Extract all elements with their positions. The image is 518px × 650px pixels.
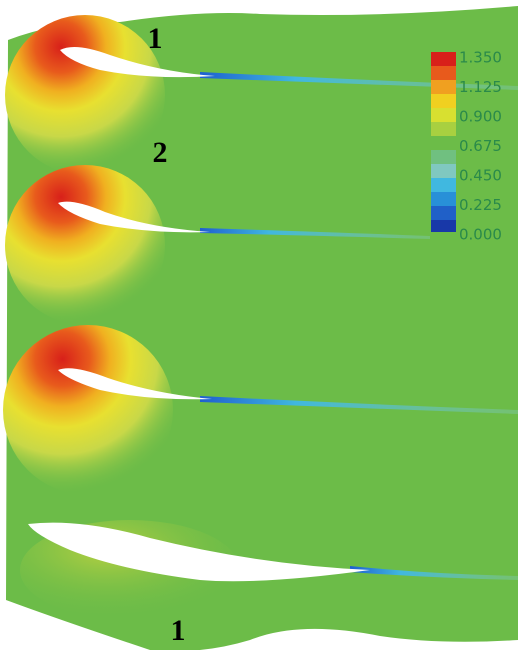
- colorbar-tick-label: 0.675: [459, 137, 502, 155]
- colorbar-tick-label: 0.000: [459, 226, 502, 244]
- colorbar: [431, 52, 456, 232]
- blade-label: 1: [148, 22, 163, 55]
- page: 1.3501.1250.9000.6750.4500.2250.000 1 2 …: [0, 0, 518, 650]
- colorbar-tick-label: 1.350: [459, 49, 502, 67]
- colorbar-tick-label: 0.225: [459, 196, 502, 214]
- colorbar-tick-label: 0.900: [459, 108, 502, 126]
- colorbar-tick-label: 1.125: [459, 78, 502, 96]
- colorbar-tick-label: 0.450: [459, 167, 502, 185]
- contour-figure: 1.3501.1250.9000.6750.4500.2250.000 1 2 …: [0, 0, 518, 650]
- blade-label: 2: [153, 136, 168, 169]
- blade-label: 1: [171, 614, 186, 647]
